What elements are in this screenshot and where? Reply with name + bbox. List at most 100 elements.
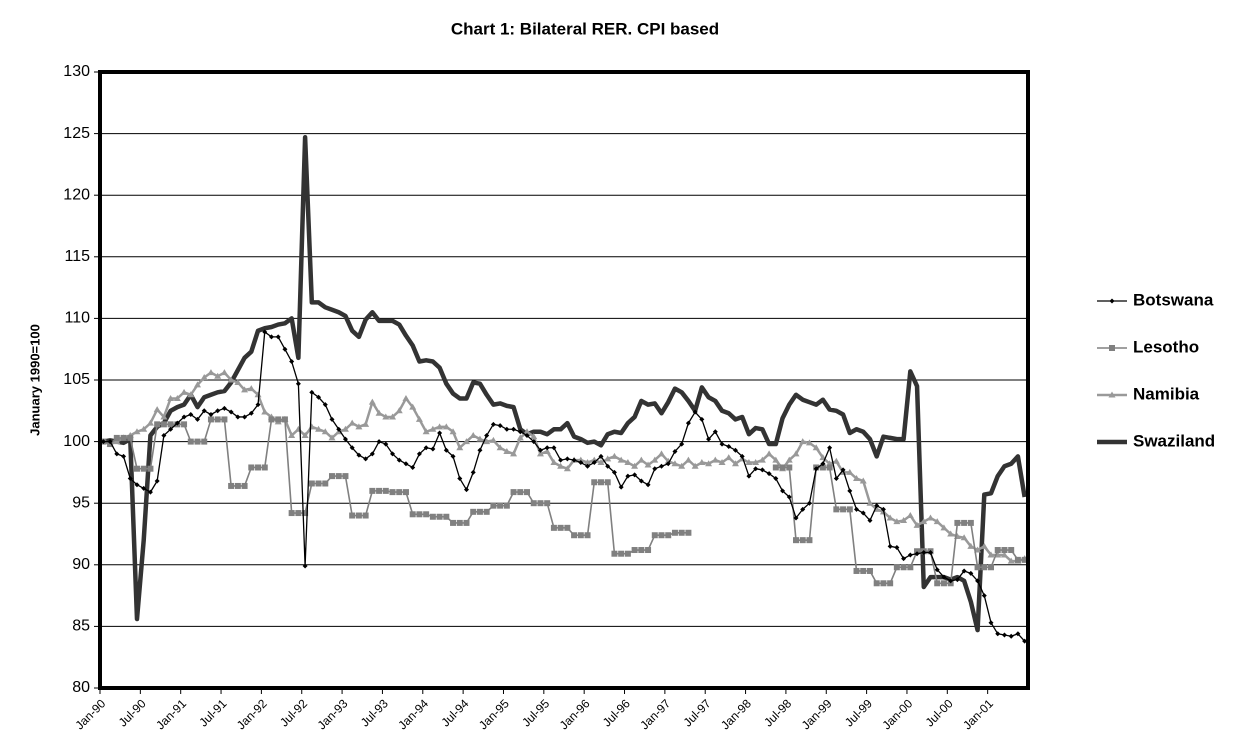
point [631,547,638,554]
point [261,408,269,415]
point [954,577,960,583]
point [591,479,598,486]
point [517,429,523,435]
point [907,552,913,558]
point [671,460,679,467]
point [967,542,975,549]
point [416,451,422,457]
point [194,438,201,445]
point [638,547,645,554]
point [746,473,752,479]
point [860,567,867,574]
point [679,441,685,447]
point [403,461,409,467]
point [611,550,618,557]
point [926,514,934,521]
point [511,426,517,432]
point [490,421,496,427]
legend-label: Botswana [1133,290,1214,309]
point [685,529,692,536]
point [113,438,121,445]
point [335,473,342,480]
x-tick-label: Jul-93 [358,696,391,729]
point [255,402,261,408]
point [1008,633,1014,639]
point [691,462,699,469]
point [954,519,961,526]
point [537,447,543,453]
point [154,478,160,484]
point [369,451,375,457]
point [658,450,666,457]
point [161,432,167,438]
point [415,415,423,422]
point [752,459,760,466]
point [295,510,302,517]
point [544,500,551,507]
point [483,438,491,445]
point [557,524,564,531]
point [390,451,396,457]
point [490,502,497,509]
point [833,506,840,513]
point [785,456,793,463]
point [422,428,430,435]
point [376,439,382,445]
x-tick-label: Jul-90 [116,696,149,729]
point [308,423,316,430]
point [551,445,557,451]
point [617,456,625,463]
point [437,430,443,436]
point [874,503,880,509]
point [336,426,342,432]
x-tick-label: Jul-92 [277,696,310,729]
point [766,471,772,477]
point [389,413,397,420]
y-tick-label: 105 [63,371,90,388]
point [497,502,504,509]
x-tick-label: Jan-98 [718,696,754,732]
point [329,416,335,422]
point [423,445,429,451]
x-tick-label: Jul-98 [761,696,794,729]
x-tick-label: Jul-94 [438,696,471,729]
point [1000,551,1008,558]
point [934,567,940,573]
point [275,334,281,340]
point [429,425,437,432]
point [302,510,309,517]
point [436,513,443,520]
y-tick-label: 100 [63,433,90,450]
point [597,459,605,466]
point [772,464,779,471]
legend-label: Swaziland [1133,431,1215,450]
point [342,473,349,480]
point [880,580,887,587]
point [577,456,585,463]
point [644,461,652,468]
point [396,489,403,496]
series-line [103,418,1025,585]
point [524,432,530,438]
point [901,556,907,562]
point [395,407,403,414]
point [711,456,719,463]
point [369,487,376,494]
point [402,489,409,496]
point [759,467,765,473]
point [450,519,457,526]
point [294,425,302,432]
y-axis-label: January 1990=100 [27,324,42,436]
point [544,445,550,451]
point [214,416,221,423]
point [295,381,301,387]
point [847,488,853,494]
point [988,564,995,571]
point [321,428,329,435]
point [141,485,147,491]
point [531,439,537,445]
point [215,408,221,414]
point [255,464,262,471]
point [1001,632,1007,638]
x-tick-label: Jan-01 [960,696,996,732]
